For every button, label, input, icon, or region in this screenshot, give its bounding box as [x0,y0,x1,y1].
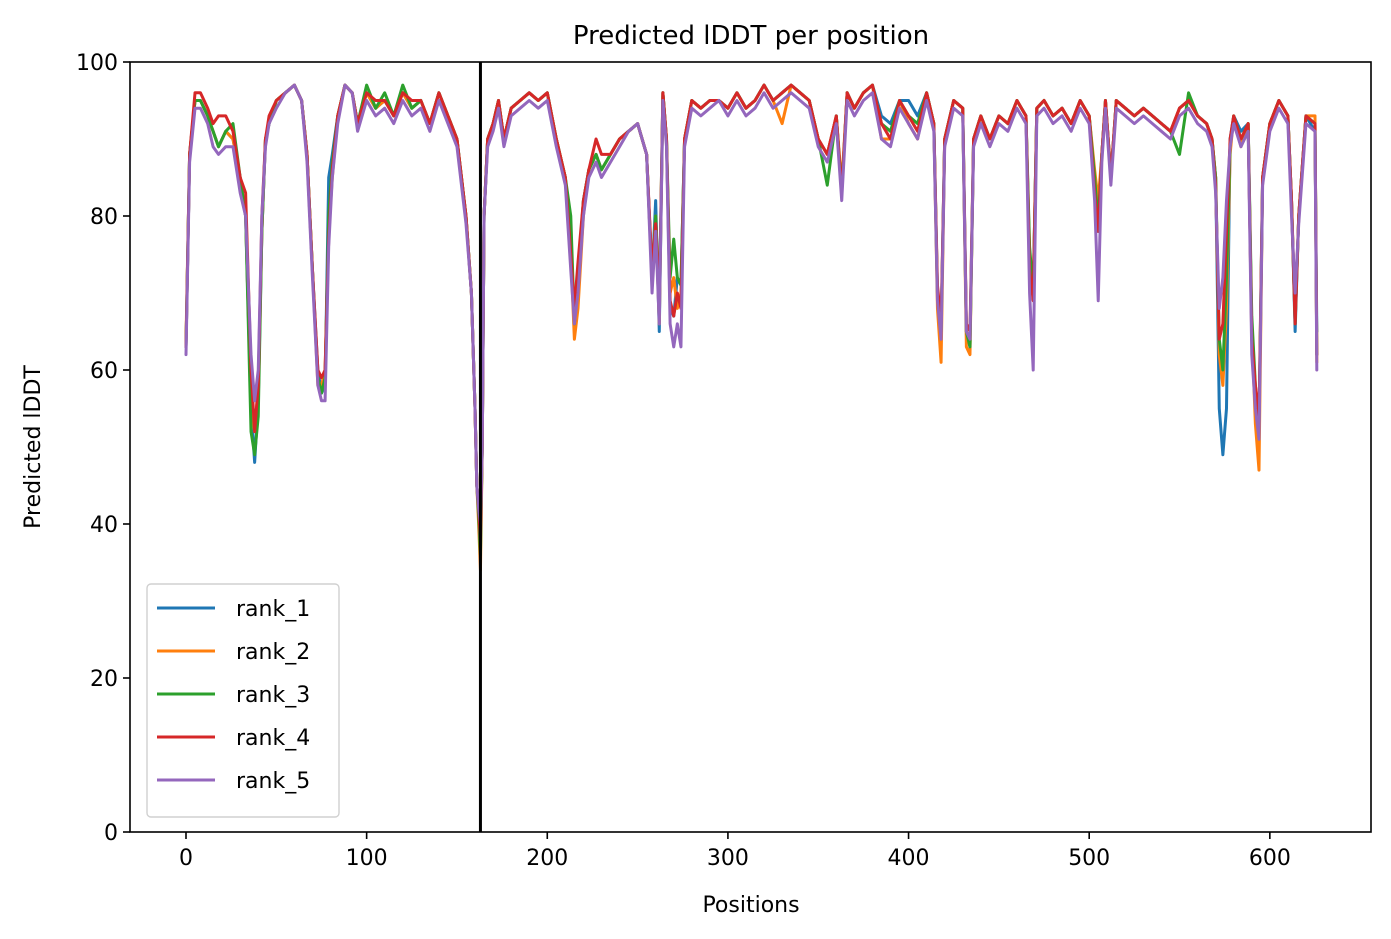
y-tick-label: 60 [90,359,118,384]
x-tick-label: 300 [707,846,749,871]
chart-title: Predicted lDDT per position [573,21,929,51]
series-layer [184,83,1319,572]
x-axis: 0 100 200 300 400 500 600 [179,832,1291,871]
legend-label-rank-2: rank_2 [236,640,310,665]
legend-label-rank-1: rank_1 [236,597,310,622]
legend-label-rank-4: rank_4 [236,726,310,751]
x-tick-label: 200 [526,846,568,871]
series-line-rank-1 [184,83,1319,541]
series-line-rank-4 [184,83,1319,541]
x-axis-title: Positions [702,893,799,918]
y-tick-label: 80 [90,205,118,230]
y-tick-label: 20 [90,667,118,692]
x-tick-label: 400 [888,846,930,871]
legend-label-rank-5: rank_5 [236,769,310,794]
series-line-rank-5 [184,83,1319,526]
legend: rank_1 rank_2 rank_3 rank_4 rank_5 [146,583,340,818]
legend-box [146,583,340,818]
y-tick-label: 100 [76,51,118,76]
legend-label-rank-3: rank_3 [236,683,310,708]
y-tick-label: 0 [104,821,118,846]
series-line-rank-2 [184,83,1319,572]
y-axis-title: Predicted lDDT [21,365,46,529]
y-tick-label: 40 [90,513,118,538]
plot-area-frame [129,61,1372,833]
x-tick-label: 0 [179,846,193,871]
x-tick-label: 100 [346,846,388,871]
x-tick-label: 500 [1068,846,1110,871]
x-tick-label: 600 [1249,846,1291,871]
series-line-rank-3 [184,83,1319,557]
y-axis: 0 20 40 60 80 100 [76,51,130,846]
